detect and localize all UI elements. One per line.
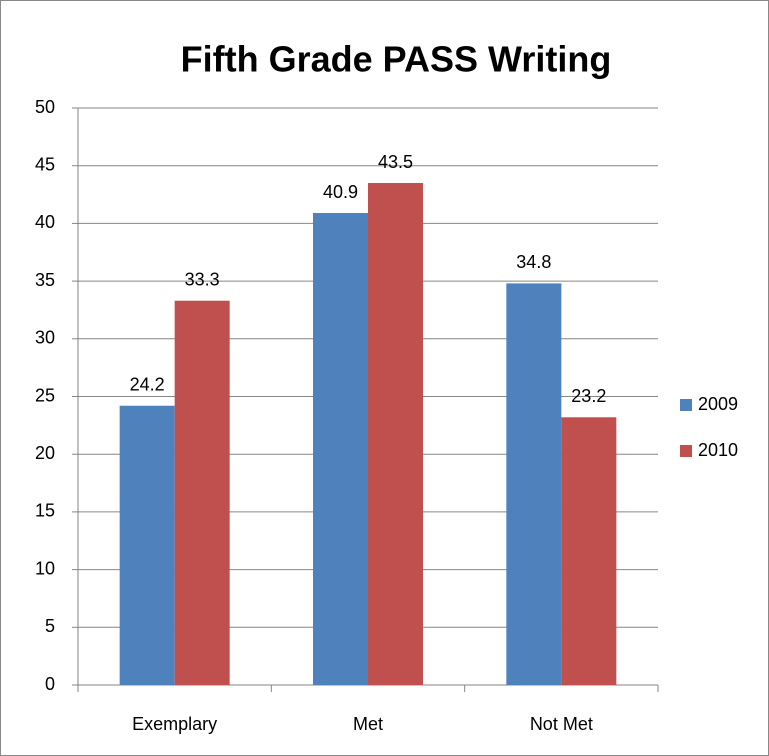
bar <box>506 283 562 685</box>
x-tick-label: Exemplary <box>132 714 217 734</box>
legend-swatch <box>680 399 692 411</box>
data-label: 23.2 <box>571 386 606 406</box>
y-tick-label: 35 <box>35 270 55 290</box>
y-tick-label: 50 <box>35 97 55 117</box>
y-tick-label: 25 <box>35 385 55 405</box>
chart-title: Fifth Grade PASS Writing <box>181 39 612 80</box>
y-tick-label: 10 <box>35 558 55 578</box>
legend-label: 2010 <box>698 440 738 460</box>
bar <box>119 405 175 685</box>
data-label: 33.3 <box>185 269 220 289</box>
bar <box>313 213 368 685</box>
y-tick-label: 5 <box>45 616 55 636</box>
x-tick-label: Met <box>353 714 383 734</box>
y-tick-label: 40 <box>35 212 55 232</box>
data-label: 34.8 <box>516 252 551 272</box>
y-tick-label: 45 <box>35 154 55 174</box>
y-tick-label: 15 <box>35 501 55 521</box>
data-label: 24.2 <box>130 374 165 394</box>
data-label: 40.9 <box>323 182 358 202</box>
y-tick-label: 20 <box>35 443 55 463</box>
data-label: 43.5 <box>378 152 413 172</box>
y-tick-label: 30 <box>35 328 55 348</box>
y-tick-label: 0 <box>45 674 55 694</box>
bar <box>368 183 423 685</box>
legend-label: 2009 <box>698 394 738 414</box>
legend-swatch <box>680 445 692 457</box>
bar <box>174 300 230 685</box>
bar <box>561 417 617 685</box>
x-tick-label: Not Met <box>530 714 593 734</box>
